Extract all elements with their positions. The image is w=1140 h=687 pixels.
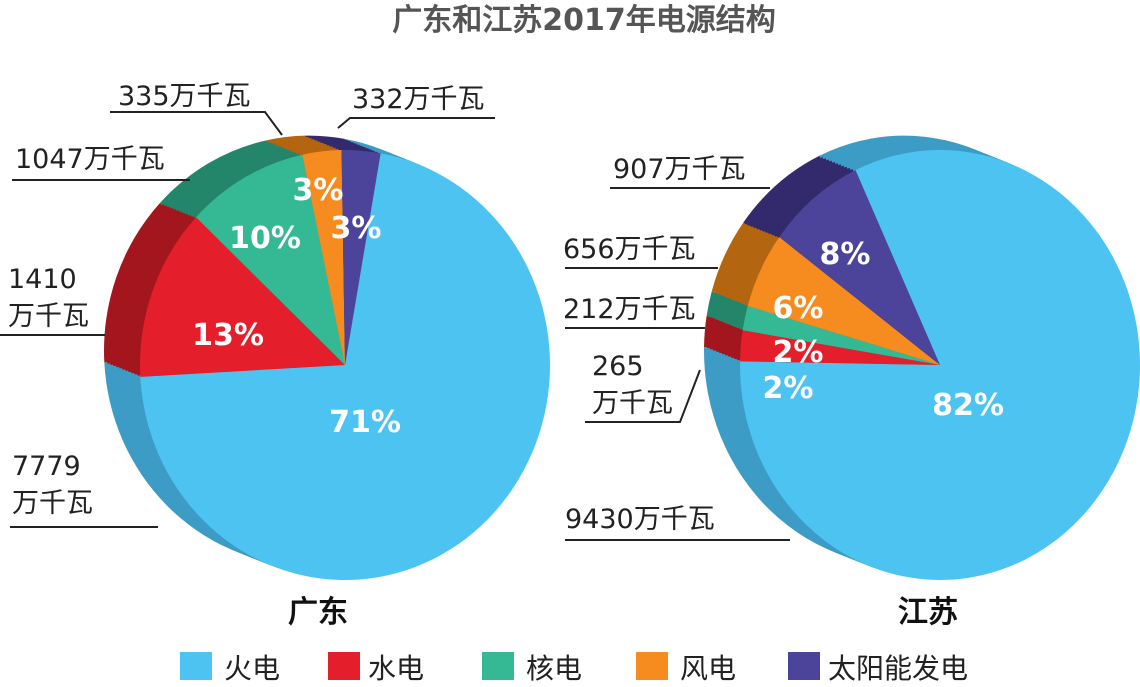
legend-swatch-wind [636,652,668,680]
gd-name: 广东 [288,595,348,630]
gd-nuclear-slice [196,154,345,365]
legend-swatch-thermal [180,652,212,680]
gd-thermal-value-line2: 万千瓦 [12,488,93,519]
gd-hydro-pct: 13% [192,318,264,353]
js-hydro-pct: 2% [763,371,814,406]
legend-label-wind: 风电 [680,652,736,685]
gd-wind-slice [302,150,345,365]
gd-wind-pct: 3% [293,173,344,208]
js-nuclear-slice [742,305,940,365]
js-hydro-slice [740,330,940,365]
gd-nuclear-pct: 10% [229,221,301,256]
js-nuclear-value: 212万千瓦 [563,294,696,325]
gd-nuclear-value: 1047万千瓦 [15,144,165,175]
js-solar-slice [779,170,940,365]
js-wind-slice [747,237,940,365]
legend-label-nuclear: 核电 [526,652,582,685]
gd-wind-value: 335万千瓦 [118,81,251,112]
legend-swatch-hydro [328,652,360,680]
legend-label-hydro: 水电 [368,652,424,685]
js-thermal-slice [740,150,1140,580]
gd-thermal-slice [140,153,550,580]
gd-thermal-pct: 71% [329,405,401,440]
legend-label-thermal: 火电 [224,652,280,685]
legend-swatch-solar [788,652,820,680]
gd-solar-pct: 3% [331,211,382,246]
js-thermal-pct: 82% [932,388,1004,423]
legend-swatch-nuclear [482,652,514,680]
legend: 火电 水电 核电 风电 太阳能发电 [180,652,968,685]
leader-lines [0,111,790,541]
js-thermal-value: 9430万千瓦 [565,504,715,535]
gd-solar-value: 332万千瓦 [352,84,485,115]
chart-title: 广东和江苏2017年电源结构 [392,3,776,38]
js-solar-pct: 8% [820,237,871,272]
js-solar-value: 907万千瓦 [613,154,746,185]
js-wind-value: 656万千瓦 [563,234,696,265]
gd-thermal-value-line1: 7779 [12,451,81,482]
js-hydro-value-line1: 265 [592,351,644,382]
gd-hydro-slice [140,217,345,377]
gd-hydro-value-line1: 1410 [8,264,77,295]
js-name: 江苏 [898,595,958,630]
gd-solar-slice [341,150,381,365]
gd-hydro-value-line2: 万千瓦 [8,301,89,332]
js-nuclear-pct: 2% [773,335,824,370]
js-wind-pct: 6% [773,291,824,326]
legend-label-solar: 太阳能发电 [828,652,968,685]
js-hydro-value-line2: 万千瓦 [592,388,673,419]
